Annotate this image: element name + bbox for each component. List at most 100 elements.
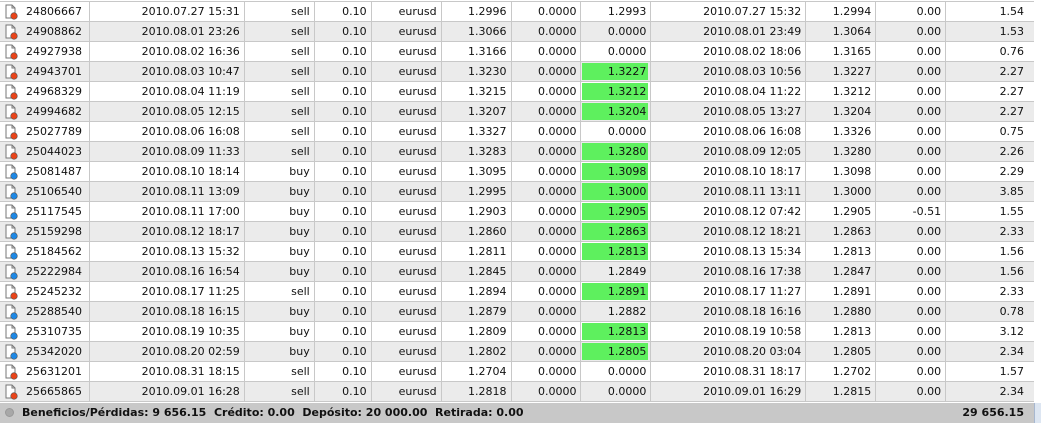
- open-time-value: 2010.07.27 15:31: [141, 5, 240, 18]
- close-price-cell: 1.3000: [806, 182, 877, 201]
- swap-value: 0.00: [916, 285, 942, 298]
- stop-loss-cell: 0.0000: [512, 362, 582, 381]
- open-price-cell: 1.3095: [442, 162, 512, 181]
- table-row[interactable]: 25288540 2010.08.18 16:15 buy 0.10 eurusd 1.2…: [0, 302, 1034, 322]
- close-time-value: 2010.08.01 23:49: [703, 25, 802, 38]
- table-row[interactable]: 24994682 2010.08.05 12:15 sell 0.10 eurusd 1.…: [0, 102, 1034, 122]
- open-price-value: 1.2818: [468, 385, 507, 398]
- scrollbar[interactable]: [1034, 403, 1041, 423]
- ticket-value: 24927938: [26, 45, 82, 58]
- profit-cell: 0.76: [946, 42, 1034, 61]
- close-price-value: 1.2863: [832, 225, 872, 238]
- open-price-value: 1.2894: [468, 285, 507, 298]
- symbol-value: eurusd: [398, 25, 437, 38]
- table-row[interactable]: 25222984 2010.08.16 16:54 buy 0.10 eurusd 1.2…: [0, 262, 1034, 282]
- volume-cell: 0.10: [315, 102, 372, 121]
- open-time-value: 2010.08.11 17:00: [141, 205, 240, 218]
- table-row[interactable]: 24908862 2010.08.01 23:26 sell 0.10 eurusd 1.…: [0, 22, 1034, 42]
- summary-text: Beneficios/Pérdidas: 9 656.15 Crédito: 0…: [22, 406, 524, 419]
- close-time-value: 2010.07.27 15:32: [703, 5, 802, 18]
- profit-cell: 1.56: [946, 262, 1034, 281]
- type-cell: sell: [245, 62, 315, 81]
- table-row[interactable]: 24806667 2010.07.27 15:31 sell 0.10 eurusd 1.…: [0, 2, 1034, 22]
- take-profit-cell: 1.2813: [581, 242, 652, 261]
- ticket-value: 25245232: [26, 285, 82, 298]
- close-price-cell: 1.3165: [806, 42, 877, 61]
- open-time-cell: 2010.08.17 11:25: [90, 282, 245, 301]
- close-time-cell: 2010.08.10 18:17: [651, 162, 807, 181]
- balance-total: 29 656.15: [962, 406, 1024, 419]
- table-row[interactable]: 25159298 2010.08.12 18:17 buy 0.10 eurusd 1.2…: [0, 222, 1034, 242]
- ticket-cell: 24994682: [0, 102, 90, 121]
- type-cell: buy: [245, 222, 315, 241]
- swap-value: 0.00: [916, 85, 942, 98]
- type-value: buy: [289, 205, 310, 218]
- close-price-cell: 1.3212: [806, 82, 877, 101]
- stop-loss-cell: 0.0000: [512, 142, 582, 161]
- type-value: buy: [289, 185, 310, 198]
- stop-loss-cell: 0.0000: [512, 62, 582, 81]
- take-profit-cell: 1.3098: [581, 162, 652, 181]
- ticket-cell: 24806667: [0, 2, 90, 21]
- close-time-cell: 2010.09.01 16:29: [651, 382, 807, 401]
- table-row[interactable]: 25631201 2010.08.31 18:15 sell 0.10 eurusd 1.…: [0, 362, 1034, 382]
- ticket-value: 25159298: [26, 225, 82, 238]
- profit-cell: 1.56: [946, 242, 1034, 261]
- volume-cell: 0.10: [315, 142, 372, 161]
- volume-value: 0.10: [342, 365, 367, 378]
- open-time-cell: 2010.08.06 16:08: [90, 122, 245, 141]
- take-profit-highlight: [582, 183, 649, 200]
- profit-value: 2.29: [999, 165, 1025, 178]
- take-profit-cell: 1.2805: [581, 342, 652, 361]
- account-summary-row[interactable]: Beneficios/Pérdidas: 9 656.15 Crédito: 0…: [0, 403, 1034, 423]
- symbol-cell: eurusd: [372, 162, 442, 181]
- volume-value: 0.10: [342, 245, 367, 258]
- volume-cell: 0.10: [315, 382, 372, 401]
- table-row[interactable]: 25245232 2010.08.17 11:25 sell 0.10 eurusd 1.…: [0, 282, 1034, 302]
- close-time-cell: 2010.08.06 16:08: [651, 122, 807, 141]
- ticket-cell: 25117545: [0, 202, 90, 221]
- swap-cell: 0.00: [876, 102, 947, 121]
- table-row[interactable]: 25106540 2010.08.11 13:09 buy 0.10 eurusd 1.2…: [0, 182, 1034, 202]
- table-row[interactable]: 25044023 2010.08.09 11:33 sell 0.10 eurusd 1.…: [0, 142, 1034, 162]
- close-time-value: 2010.08.03 10:56: [703, 65, 802, 78]
- close-time-value: 2010.08.12 18:21: [703, 225, 802, 238]
- table-row[interactable]: 25342020 2010.08.20 02:59 buy 0.10 eurusd 1.2…: [0, 342, 1034, 362]
- ticket-value: 25288540: [26, 305, 82, 318]
- take-profit-value: 1.3280: [607, 145, 647, 158]
- swap-cell: 0.00: [876, 162, 947, 181]
- buy-order-icon: [5, 264, 18, 280]
- profit-cell: 2.26: [946, 142, 1034, 161]
- ticket-value: 25222984: [26, 265, 82, 278]
- volume-value: 0.10: [342, 205, 367, 218]
- close-price-value: 1.3326: [832, 125, 872, 138]
- type-cell: sell: [245, 2, 315, 21]
- table-row[interactable]: 25117545 2010.08.11 17:00 buy 0.10 eurusd 1.2…: [0, 202, 1034, 222]
- swap-value: 0.00: [916, 345, 942, 358]
- ticket-value: 24994682: [26, 105, 82, 118]
- ticket-value: 25665865: [26, 385, 82, 398]
- open-time-cell: 2010.08.10 18:14: [90, 162, 245, 181]
- open-price-cell: 1.2811: [442, 242, 512, 261]
- profit-cell: 1.57: [946, 362, 1034, 381]
- volume-cell: 0.10: [315, 342, 372, 361]
- stop-loss-value: 0.0000: [537, 125, 577, 138]
- table-row[interactable]: 24968329 2010.08.04 11:19 sell 0.10 eurusd 1.…: [0, 82, 1034, 102]
- table-row[interactable]: 25184562 2010.08.13 15:32 buy 0.10 eurusd 1.2…: [0, 242, 1034, 262]
- profit-cell: 1.55: [946, 202, 1034, 221]
- volume-value: 0.10: [342, 225, 367, 238]
- symbol-value: eurusd: [398, 5, 437, 18]
- open-time-cell: 2010.08.09 11:33: [90, 142, 245, 161]
- table-row[interactable]: 25081487 2010.08.10 18:14 buy 0.10 eurusd 1.3…: [0, 162, 1034, 182]
- open-time-value: 2010.08.17 11:25: [141, 285, 240, 298]
- table-row[interactable]: 24927938 2010.08.02 16:36 sell 0.10 eurusd 1.…: [0, 42, 1034, 62]
- table-row[interactable]: 24943701 2010.08.03 10:47 sell 0.10 eurusd 1.…: [0, 62, 1034, 82]
- take-profit-cell: 1.2849: [581, 262, 652, 281]
- take-profit-value: 1.3227: [607, 65, 647, 78]
- take-profit-value: 1.2993: [607, 5, 647, 18]
- symbol-cell: eurusd: [372, 342, 442, 361]
- table-row[interactable]: 25665865 2010.09.01 16:28 sell 0.10 eurusd 1.…: [0, 382, 1034, 402]
- take-profit-highlight: [582, 223, 649, 240]
- table-row[interactable]: 25310735 2010.08.19 10:35 buy 0.10 eurusd 1.2…: [0, 322, 1034, 342]
- table-row[interactable]: 25027789 2010.08.06 16:08 sell 0.10 eurusd 1.…: [0, 122, 1034, 142]
